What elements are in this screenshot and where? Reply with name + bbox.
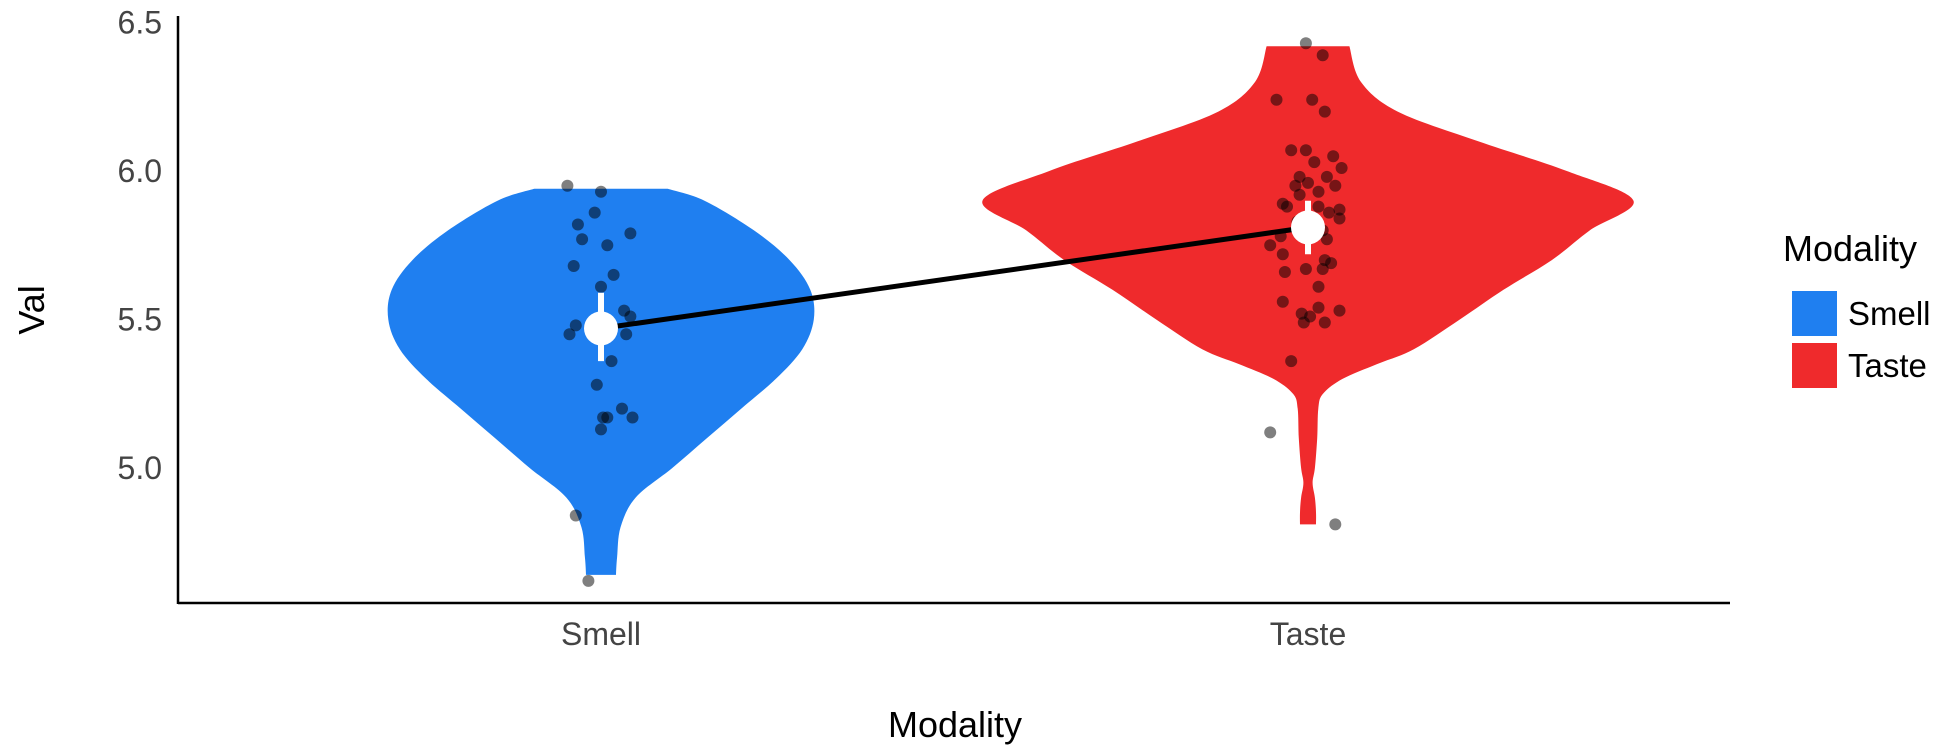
point-smell-21: [595, 423, 607, 436]
y-tick-label: 6.0: [118, 153, 162, 189]
y-tick-label: 6.5: [118, 5, 162, 41]
point-smell-2: [588, 206, 601, 219]
point-taste-44: [1329, 518, 1342, 531]
point-taste-22: [1333, 212, 1346, 225]
point-taste-37: [1333, 304, 1346, 317]
point-smell-14: [620, 328, 633, 341]
point-smell-1: [595, 185, 607, 198]
point-taste-21: [1323, 206, 1335, 219]
point-taste-36: [1312, 301, 1325, 314]
mean-layer: [584, 200, 1325, 362]
point-taste-16: [1293, 188, 1306, 201]
point-smell-8: [607, 268, 620, 281]
point-taste-32: [1299, 263, 1312, 275]
point-smell-5: [576, 233, 589, 246]
point-taste-41: [1318, 316, 1331, 329]
x-axis-title: Modality: [888, 704, 1022, 745]
y-axis-title: Val: [11, 285, 52, 334]
point-taste-13: [1289, 179, 1302, 192]
point-smell-16: [590, 378, 603, 391]
y-tick-labels: 5.0 5.5 6.0 6.5: [118, 5, 162, 487]
point-smell-18: [626, 411, 639, 424]
mean-marker-taste: [1291, 210, 1325, 245]
point-smell-11: [618, 304, 631, 317]
point-taste-40: [1297, 316, 1310, 329]
point-taste-30: [1325, 257, 1338, 270]
point-smell-13: [563, 328, 576, 341]
point-smell-17: [616, 402, 628, 415]
point-taste-3: [1306, 93, 1319, 106]
point-taste-9: [1335, 162, 1348, 174]
legend-label-taste: Taste: [1848, 347, 1927, 384]
point-taste-5: [1285, 144, 1298, 157]
point-taste-27: [1264, 239, 1277, 252]
point-taste-7: [1327, 150, 1340, 163]
point-smell-12: [569, 319, 582, 332]
point-taste-19: [1312, 200, 1325, 213]
point-taste-28: [1276, 248, 1289, 261]
point-taste-2: [1270, 93, 1283, 106]
point-smell-6: [601, 239, 614, 252]
x-tick-labels: Smell Taste: [561, 616, 1346, 652]
point-taste-20: [1333, 203, 1346, 216]
point-taste-8: [1308, 156, 1321, 169]
point-taste-0: [1299, 37, 1312, 50]
point-smell-20: [601, 411, 614, 424]
point-smell-15: [605, 355, 618, 368]
point-taste-12: [1302, 176, 1314, 189]
point-taste-11: [1293, 170, 1306, 183]
point-taste-4: [1318, 105, 1331, 118]
point-smell-4: [624, 227, 637, 240]
point-smell-23: [582, 574, 595, 587]
point-smell-7: [567, 260, 580, 272]
point-taste-14: [1329, 179, 1342, 192]
legend-label-smell: Smell: [1848, 295, 1931, 332]
violin-taste: [982, 46, 1634, 525]
point-taste-1: [1316, 49, 1329, 62]
x-tick-label-taste: Taste: [1270, 616, 1346, 652]
point-taste-15: [1312, 185, 1325, 198]
mean-marker-smell: [584, 311, 618, 346]
point-taste-31: [1278, 266, 1291, 278]
point-smell-9: [595, 280, 607, 293]
point-taste-33: [1316, 263, 1329, 275]
violins-layer: [387, 46, 1634, 575]
y-tick-label: 5.5: [118, 302, 162, 338]
y-tick-label: 5.0: [118, 450, 162, 486]
point-taste-6: [1299, 144, 1312, 157]
point-taste-42: [1285, 355, 1298, 368]
point-smell-0: [561, 179, 574, 192]
point-taste-18: [1281, 200, 1293, 213]
legend-swatch-taste: [1792, 343, 1837, 388]
point-taste-26: [1320, 233, 1333, 246]
legend-title: Modality: [1783, 228, 1917, 269]
point-smell-22: [569, 509, 582, 522]
mean-connector-line: [600, 224, 1309, 331]
legend-swatch-smell: [1792, 291, 1837, 336]
point-taste-10: [1320, 170, 1333, 183]
point-taste-43: [1264, 426, 1277, 439]
legend: Modality Smell Taste: [1783, 228, 1931, 388]
x-tick-label-smell: Smell: [561, 616, 641, 652]
point-taste-35: [1276, 295, 1289, 308]
point-taste-34: [1312, 280, 1325, 293]
point-smell-3: [571, 218, 584, 231]
